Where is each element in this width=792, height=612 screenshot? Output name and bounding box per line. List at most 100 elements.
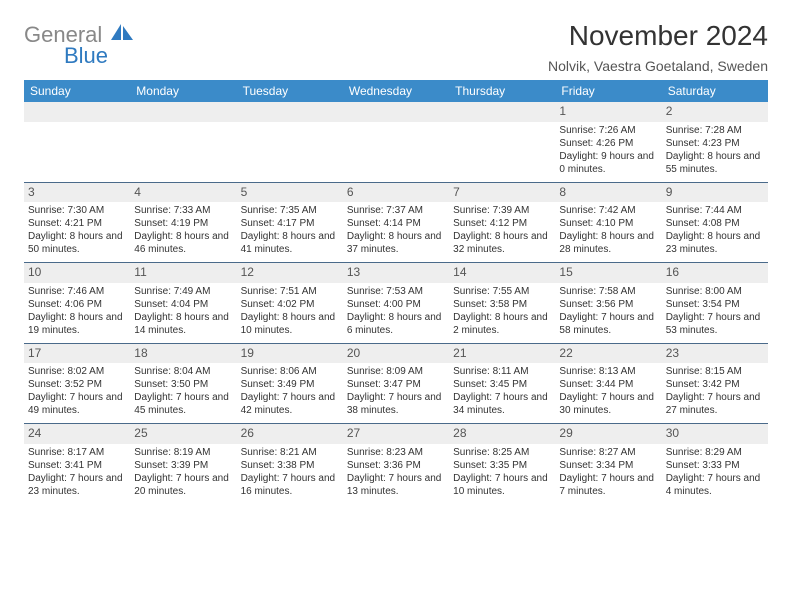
month-title: November 2024 <box>548 20 768 52</box>
sunrise-line: Sunrise: 8:17 AM <box>28 446 126 459</box>
day-cell: 19Sunrise: 8:06 AMSunset: 3:49 PMDayligh… <box>237 343 343 424</box>
day-number: 14 <box>449 262 555 283</box>
day-number: 28 <box>449 423 555 444</box>
day-number: 5 <box>237 182 343 203</box>
daylight-line: Daylight: 8 hours and 41 minutes. <box>241 230 339 256</box>
title-block: November 2024 Nolvik, Vaestra Goetaland,… <box>548 20 768 74</box>
sunrise-line: Sunrise: 7:35 AM <box>241 204 339 217</box>
day-number: 11 <box>130 262 236 283</box>
daylight-line: Daylight: 8 hours and 14 minutes. <box>134 311 232 337</box>
week-row: 1Sunrise: 7:26 AMSunset: 4:26 PMDaylight… <box>24 102 768 182</box>
weekday-header: Monday <box>130 80 236 102</box>
daylight-line: Daylight: 7 hours and 30 minutes. <box>559 391 657 417</box>
daylight-line: Daylight: 8 hours and 19 minutes. <box>28 311 126 337</box>
logo-blue: Blue <box>64 45 133 67</box>
sunset-line: Sunset: 3:38 PM <box>241 459 339 472</box>
sunrise-line: Sunrise: 7:28 AM <box>666 124 764 137</box>
sunrise-line: Sunrise: 8:04 AM <box>134 365 232 378</box>
sunset-line: Sunset: 4:08 PM <box>666 217 764 230</box>
day-number: 18 <box>130 343 236 364</box>
week-row: 17Sunrise: 8:02 AMSunset: 3:52 PMDayligh… <box>24 343 768 424</box>
daylight-line: Daylight: 7 hours and 38 minutes. <box>347 391 445 417</box>
daylight-line: Daylight: 8 hours and 55 minutes. <box>666 150 764 176</box>
daylight-line: Daylight: 8 hours and 50 minutes. <box>28 230 126 256</box>
sunset-line: Sunset: 3:47 PM <box>347 378 445 391</box>
day-cell: 16Sunrise: 8:00 AMSunset: 3:54 PMDayligh… <box>662 262 768 343</box>
daylight-line: Daylight: 8 hours and 32 minutes. <box>453 230 551 256</box>
sunset-line: Sunset: 3:49 PM <box>241 378 339 391</box>
day-number: 10 <box>24 262 130 283</box>
day-cell: 28Sunrise: 8:25 AMSunset: 3:35 PMDayligh… <box>449 423 555 504</box>
empty-day-cell <box>237 102 343 182</box>
sunrise-line: Sunrise: 7:46 AM <box>28 285 126 298</box>
day-cell: 22Sunrise: 8:13 AMSunset: 3:44 PMDayligh… <box>555 343 661 424</box>
day-number: 20 <box>343 343 449 364</box>
sunset-line: Sunset: 3:58 PM <box>453 298 551 311</box>
day-number: 30 <box>662 423 768 444</box>
daylight-line: Daylight: 8 hours and 10 minutes. <box>241 311 339 337</box>
sunset-line: Sunset: 4:14 PM <box>347 217 445 230</box>
sunset-line: Sunset: 3:54 PM <box>666 298 764 311</box>
daylight-line: Daylight: 7 hours and 58 minutes. <box>559 311 657 337</box>
empty-day-number <box>24 102 130 122</box>
day-number: 26 <box>237 423 343 444</box>
day-cell: 8Sunrise: 7:42 AMSunset: 4:10 PMDaylight… <box>555 182 661 263</box>
sunrise-line: Sunrise: 8:25 AM <box>453 446 551 459</box>
sunset-line: Sunset: 3:33 PM <box>666 459 764 472</box>
day-cell: 21Sunrise: 8:11 AMSunset: 3:45 PMDayligh… <box>449 343 555 424</box>
day-number: 29 <box>555 423 661 444</box>
weekday-header: Thursday <box>449 80 555 102</box>
day-cell: 7Sunrise: 7:39 AMSunset: 4:12 PMDaylight… <box>449 182 555 263</box>
week-row: 3Sunrise: 7:30 AMSunset: 4:21 PMDaylight… <box>24 182 768 263</box>
sunrise-line: Sunrise: 7:33 AM <box>134 204 232 217</box>
weekday-header: Wednesday <box>343 80 449 102</box>
sunrise-line: Sunrise: 7:37 AM <box>347 204 445 217</box>
daylight-line: Daylight: 7 hours and 42 minutes. <box>241 391 339 417</box>
day-cell: 3Sunrise: 7:30 AMSunset: 4:21 PMDaylight… <box>24 182 130 263</box>
week-row: 10Sunrise: 7:46 AMSunset: 4:06 PMDayligh… <box>24 262 768 343</box>
sunrise-line: Sunrise: 7:58 AM <box>559 285 657 298</box>
daylight-line: Daylight: 7 hours and 34 minutes. <box>453 391 551 417</box>
sunset-line: Sunset: 3:50 PM <box>134 378 232 391</box>
daylight-line: Daylight: 7 hours and 7 minutes. <box>559 472 657 498</box>
day-number: 1 <box>555 102 661 122</box>
day-number: 6 <box>343 182 449 203</box>
empty-day-cell <box>343 102 449 182</box>
day-number: 15 <box>555 262 661 283</box>
daylight-line: Daylight: 8 hours and 46 minutes. <box>134 230 232 256</box>
day-cell: 4Sunrise: 7:33 AMSunset: 4:19 PMDaylight… <box>130 182 236 263</box>
sunset-line: Sunset: 4:26 PM <box>559 137 657 150</box>
sunset-line: Sunset: 4:23 PM <box>666 137 764 150</box>
sunset-line: Sunset: 3:44 PM <box>559 378 657 391</box>
empty-day-number <box>237 102 343 122</box>
day-number: 8 <box>555 182 661 203</box>
sunrise-line: Sunrise: 7:42 AM <box>559 204 657 217</box>
sunset-line: Sunset: 3:41 PM <box>28 459 126 472</box>
location: Nolvik, Vaestra Goetaland, Sweden <box>548 58 768 74</box>
day-cell: 6Sunrise: 7:37 AMSunset: 4:14 PMDaylight… <box>343 182 449 263</box>
day-cell: 5Sunrise: 7:35 AMSunset: 4:17 PMDaylight… <box>237 182 343 263</box>
logo: General Blue <box>24 20 133 67</box>
day-cell: 1Sunrise: 7:26 AMSunset: 4:26 PMDaylight… <box>555 102 661 182</box>
day-cell: 14Sunrise: 7:55 AMSunset: 3:58 PMDayligh… <box>449 262 555 343</box>
sunrise-line: Sunrise: 7:44 AM <box>666 204 764 217</box>
day-number: 2 <box>662 102 768 122</box>
calendar: SundayMondayTuesdayWednesdayThursdayFrid… <box>24 80 768 504</box>
day-number: 25 <box>130 423 236 444</box>
day-cell: 25Sunrise: 8:19 AMSunset: 3:39 PMDayligh… <box>130 423 236 504</box>
day-cell: 30Sunrise: 8:29 AMSunset: 3:33 PMDayligh… <box>662 423 768 504</box>
daylight-line: Daylight: 8 hours and 23 minutes. <box>666 230 764 256</box>
day-number: 4 <box>130 182 236 203</box>
sunrise-line: Sunrise: 8:09 AM <box>347 365 445 378</box>
empty-day-cell <box>24 102 130 182</box>
daylight-line: Daylight: 8 hours and 2 minutes. <box>453 311 551 337</box>
day-cell: 18Sunrise: 8:04 AMSunset: 3:50 PMDayligh… <box>130 343 236 424</box>
weekday-header: Sunday <box>24 80 130 102</box>
sunset-line: Sunset: 4:12 PM <box>453 217 551 230</box>
day-cell: 26Sunrise: 8:21 AMSunset: 3:38 PMDayligh… <box>237 423 343 504</box>
logo-sail-icon <box>111 24 133 47</box>
daylight-line: Daylight: 8 hours and 37 minutes. <box>347 230 445 256</box>
weekday-header: Tuesday <box>237 80 343 102</box>
day-cell: 27Sunrise: 8:23 AMSunset: 3:36 PMDayligh… <box>343 423 449 504</box>
sunrise-line: Sunrise: 8:15 AM <box>666 365 764 378</box>
